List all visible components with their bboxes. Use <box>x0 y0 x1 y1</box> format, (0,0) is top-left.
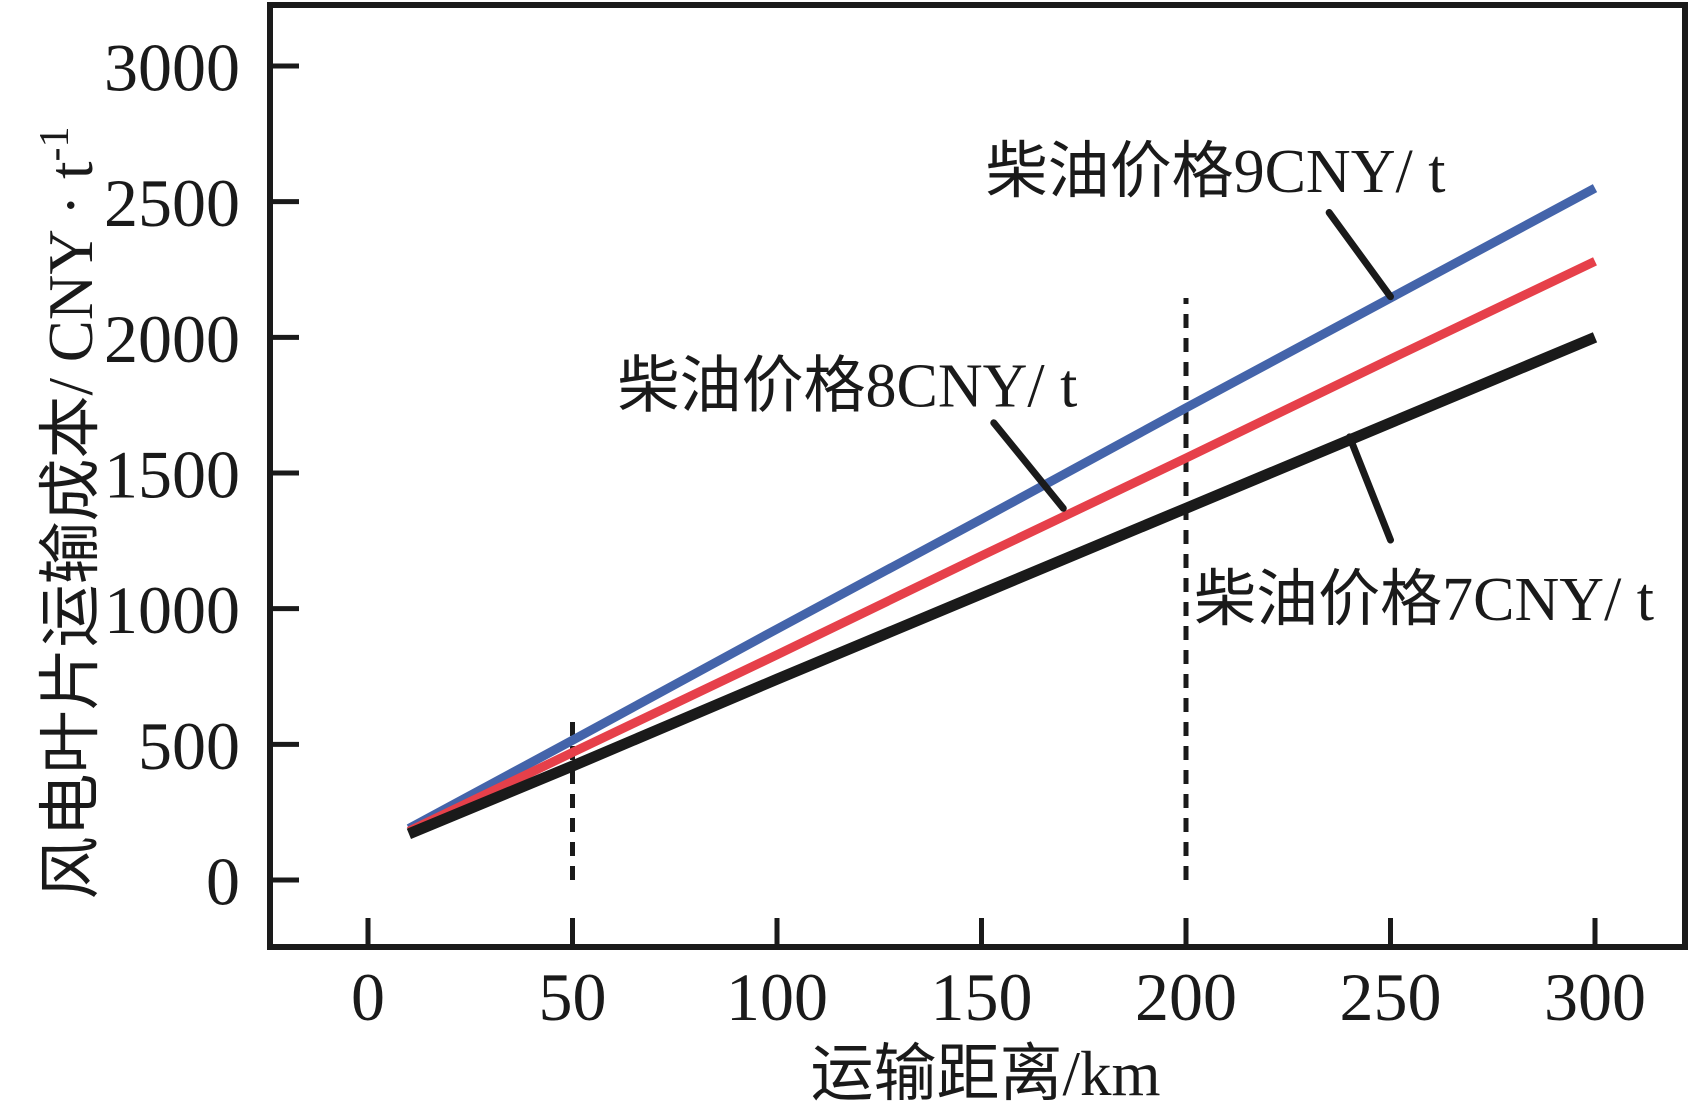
series-lines <box>406 184 1598 839</box>
x-tick-label: 150 <box>931 959 1033 1035</box>
y-axis-title: 风电叶片运输成本/ CNY · t-1 <box>32 127 106 900</box>
guide-lines <box>570 297 1189 880</box>
y-tick-label: 0 <box>206 843 240 919</box>
annotations: 柴油价格9CNY/ t 柴油价格8CNY/ t 柴油价格7CNY/ t <box>617 138 1654 634</box>
x-axis: 0 50 100 150 200 250 300 <box>351 918 1646 1035</box>
annotation-label-diesel-8cny: 柴油价格8CNY/ t <box>617 353 1077 421</box>
x-tick-label: 200 <box>1135 959 1237 1035</box>
series-line-diesel-8cny <box>406 257 1597 836</box>
annotation-leader-diesel-7cny <box>1346 433 1394 544</box>
x-axis-title: 运输距离/km <box>810 1039 1160 1109</box>
y-tick-label: 3000 <box>104 29 240 105</box>
x-tick-label: 50 <box>539 959 607 1035</box>
annotation-label-diesel-7cny: 柴油价格7CNY/ t <box>1194 566 1654 634</box>
y-tick-label: 1500 <box>104 436 240 512</box>
x-tick-label: 250 <box>1340 959 1442 1035</box>
y-axis: 0 500 1000 1500 2000 2500 3000 <box>104 29 299 919</box>
series-line-diesel-7cny <box>406 332 1598 839</box>
x-tick-label: 300 <box>1544 959 1646 1035</box>
y-tick-label: 2000 <box>104 301 240 377</box>
series-line-diesel-9cny <box>406 184 1598 833</box>
x-tick-label: 100 <box>726 959 828 1035</box>
annotation-label-diesel-9cny: 柴油价格9CNY/ t <box>986 138 1446 206</box>
y-tick-label: 500 <box>138 708 240 784</box>
x-tick-label: 0 <box>351 959 385 1035</box>
y-tick-label: 1000 <box>104 572 240 648</box>
plot-border <box>267 2 1688 950</box>
annotation-leader-diesel-8cny <box>990 419 1067 512</box>
annotation-leader-diesel-9cny <box>1325 209 1394 301</box>
y-tick-label: 2500 <box>104 165 240 241</box>
